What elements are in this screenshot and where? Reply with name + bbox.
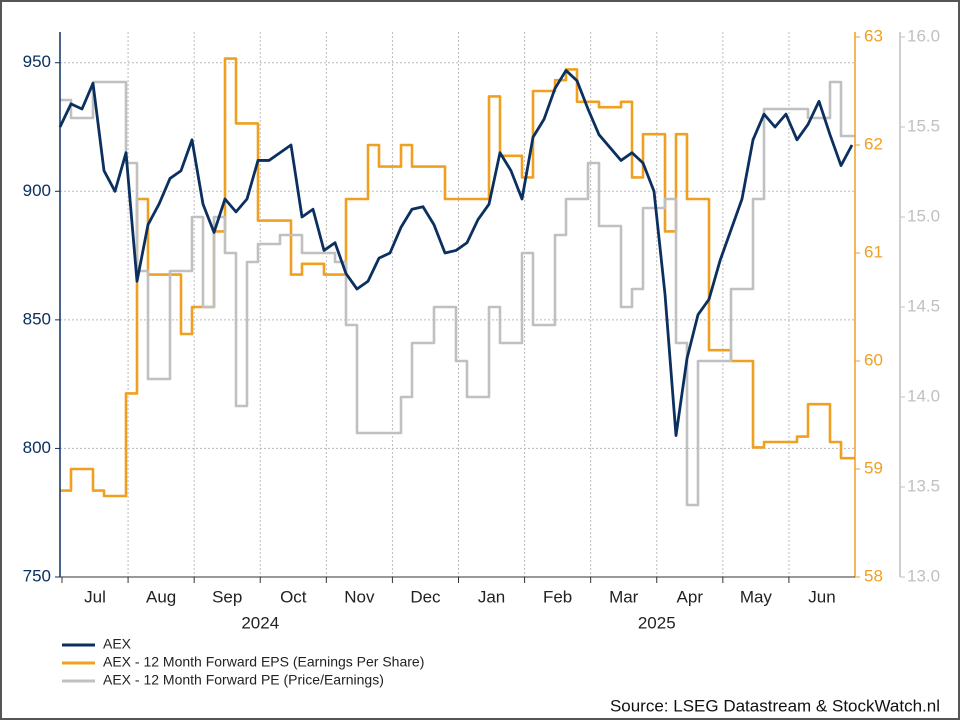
source: Source: LSEG Datastream & StockWatch.nl bbox=[610, 696, 940, 715]
x-tick-label: May bbox=[740, 587, 773, 606]
x-tick-label: Sep bbox=[212, 587, 242, 606]
x-tick-label: Nov bbox=[344, 587, 375, 606]
legend-label: AEX - 12 Month Forward PE (Price/Earning… bbox=[103, 672, 384, 688]
x-tick-label: Dec bbox=[410, 587, 441, 606]
x-tick-label: Apr bbox=[677, 587, 704, 606]
x-tick-label: Mar bbox=[609, 587, 639, 606]
y-tick-label: 850 bbox=[23, 309, 51, 328]
legend-label: AEX bbox=[103, 636, 132, 652]
x-tick-label: Jul bbox=[84, 587, 106, 606]
y3-tick-label: 13.5 bbox=[907, 476, 940, 495]
y-tick-label: 900 bbox=[23, 181, 51, 200]
y2-tick-label: 62 bbox=[864, 134, 883, 153]
x-tick-label: Jan bbox=[478, 587, 505, 606]
legend-label: AEX - 12 Month Forward EPS (Earnings Per… bbox=[103, 654, 424, 670]
year-label: 2025 bbox=[638, 613, 676, 632]
y3-tick-label: 13.0 bbox=[907, 566, 940, 585]
series-line bbox=[58, 69, 854, 437]
y3-tick-label: 16.0 bbox=[907, 26, 940, 45]
axes: 750 800 850 900 950 58 59 60 61 62 63 13.0 13.5 14.0 1… bbox=[23, 26, 940, 687]
series-line bbox=[60, 57, 855, 498]
y2-tick-label: 63 bbox=[864, 26, 883, 45]
x-tick-label: Aug bbox=[146, 587, 176, 606]
year-label: 2024 bbox=[241, 613, 279, 632]
y2-tick-label: 58 bbox=[864, 566, 883, 585]
y2-tick-label: 59 bbox=[864, 458, 883, 477]
y2-tick-label: 61 bbox=[864, 242, 883, 261]
y-tick-label: 950 bbox=[23, 52, 51, 71]
series-line bbox=[60, 80, 855, 507]
x-tick-label: Oct bbox=[280, 587, 307, 606]
y3-tick-label: 14.0 bbox=[907, 386, 940, 405]
x-tick-label: Jun bbox=[808, 587, 835, 606]
x-tick-label: Feb bbox=[543, 587, 572, 606]
y3-tick-label: 15.0 bbox=[907, 206, 940, 225]
y2-tick-label: 60 bbox=[864, 350, 883, 369]
y-tick-label: 750 bbox=[23, 566, 51, 585]
plot-lines bbox=[58, 57, 855, 507]
y3-tick-label: 15.5 bbox=[907, 116, 940, 135]
y-tick-label: 800 bbox=[23, 438, 51, 457]
y3-tick-label: 14.5 bbox=[907, 296, 940, 315]
